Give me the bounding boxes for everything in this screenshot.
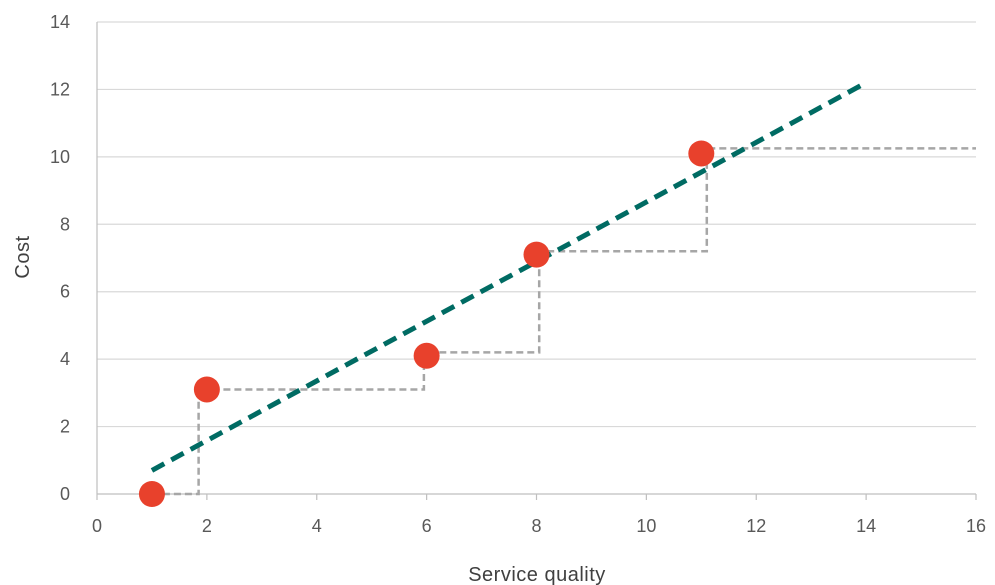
y-tick-label: 8 <box>60 214 70 234</box>
y-tick-labels: 0 2 4 6 8 10 12 14 <box>50 12 70 504</box>
x-tick-label: 14 <box>856 516 876 536</box>
x-tick-label: 0 <box>92 516 102 536</box>
x-tick-label: 2 <box>202 516 212 536</box>
y-tick-label: 2 <box>60 417 70 437</box>
trendline-series <box>150 80 868 473</box>
y-tick-label: 0 <box>60 484 70 504</box>
x-axis-title: Service quality <box>468 564 606 585</box>
y-tick-label: 10 <box>50 147 70 167</box>
data-point <box>138 481 165 507</box>
data-point <box>193 376 220 403</box>
step-line <box>151 147 976 496</box>
grid-lines <box>97 21 976 428</box>
data-point <box>413 342 440 369</box>
y-tick-label: 12 <box>50 79 70 99</box>
x-tick-label: 16 <box>966 516 986 536</box>
data-point <box>523 241 550 268</box>
step-line-series <box>151 147 976 496</box>
x-tick-label: 6 <box>422 516 432 536</box>
axes <box>96 22 977 500</box>
y-tick-label: 6 <box>60 282 70 302</box>
data-point <box>688 140 715 167</box>
x-tick-label: 4 <box>312 516 322 536</box>
y-tick-label: 14 <box>50 12 70 32</box>
x-tick-label: 8 <box>531 516 541 536</box>
y-tick-label: 4 <box>60 349 70 369</box>
data-points <box>138 140 715 507</box>
x-tick-label: 10 <box>636 516 656 536</box>
trendline <box>150 80 868 473</box>
x-tick-labels: 0 2 4 6 8 10 12 14 16 <box>92 516 986 536</box>
x-tick-label: 12 <box>746 516 766 536</box>
y-axis-title: Cost <box>12 235 34 278</box>
